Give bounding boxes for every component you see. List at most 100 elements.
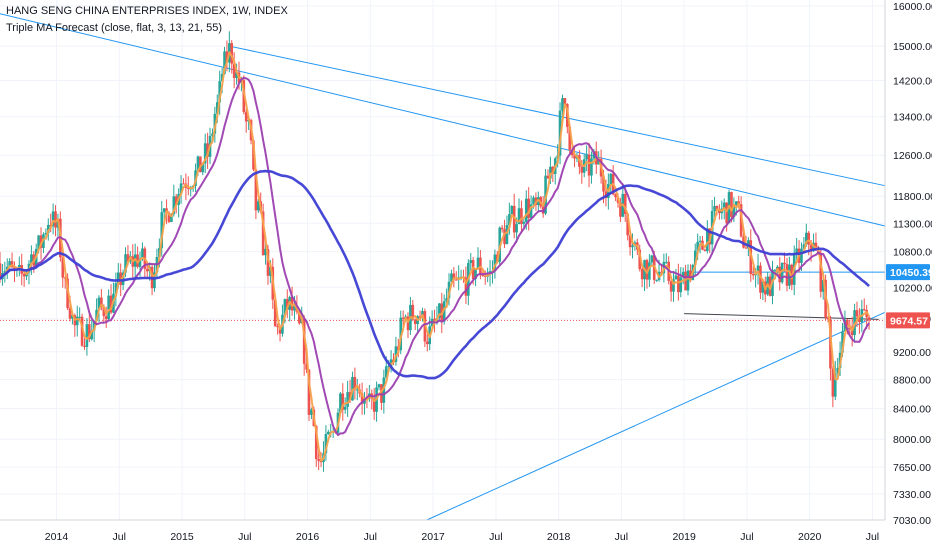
candle-body: [848, 328, 852, 330]
x-tick-label: Jul: [615, 531, 628, 543]
candle-body: [614, 194, 617, 198]
candle-body: [742, 236, 745, 248]
y-tick-label: 9200.00: [893, 347, 931, 359]
candle-body: [126, 254, 130, 262]
y-tick-label: 7030.00: [893, 515, 931, 527]
candle-body: [372, 398, 376, 412]
candle-body: [215, 102, 219, 114]
candle-body: [807, 232, 811, 245]
candle-body: [862, 309, 866, 311]
candle-body: [54, 211, 57, 228]
y-tick-label: 11300.00: [893, 218, 932, 230]
candle-body: [95, 309, 98, 321]
candle-body: [167, 212, 171, 222]
candle-body: [438, 303, 441, 319]
candle-body: [22, 273, 26, 277]
y-tick-label: 16000.00: [893, 1, 932, 13]
candle-body: [389, 359, 393, 366]
candle-body: [85, 324, 89, 347]
candle-body: [626, 213, 629, 236]
y-tick-label: 13400.00: [893, 112, 932, 124]
candle-body: [39, 235, 43, 248]
candle-body: [698, 240, 702, 242]
candle-body: [138, 258, 142, 267]
trendline-upper-resistance-2: [229, 45, 886, 187]
candle-body: [206, 143, 209, 157]
candle-body: [730, 192, 733, 217]
candle-body: [628, 235, 632, 248]
candle-body: [278, 327, 282, 334]
candle-body: [83, 345, 86, 347]
candle-body: [182, 183, 185, 185]
y-tick-label: 7330.00: [893, 489, 931, 501]
candle-body: [411, 304, 415, 320]
marked-level-badge-label: 10450.39: [890, 267, 932, 279]
candle-body: [788, 264, 791, 286]
candle-body: [285, 299, 289, 310]
candle-body: [107, 295, 110, 320]
y-tick-label: 8800.00: [893, 375, 931, 387]
candle-body: [218, 81, 221, 103]
candle-body: [401, 317, 405, 320]
y-tick-label: 15000.00: [893, 41, 932, 53]
candle-body: [160, 212, 164, 249]
y-tick-label: 10200.00: [893, 282, 932, 294]
candle-body: [645, 260, 649, 280]
moving-average-layer: [0, 51, 870, 462]
candle-body: [418, 316, 422, 318]
candle-body: [314, 425, 318, 460]
x-tick-label: Jul: [364, 531, 377, 543]
candle-body: [831, 368, 835, 397]
candle-body: [785, 264, 789, 286]
candle-body: [100, 297, 103, 307]
candle-body: [476, 257, 480, 269]
candle-body: [136, 254, 139, 267]
candle-body: [722, 202, 726, 209]
candle-body: [623, 193, 627, 214]
candle-body: [563, 98, 567, 104]
candle-body: [592, 151, 596, 159]
y-tick-label: 12600.00: [893, 150, 932, 162]
x-tick-label: 2017: [421, 531, 445, 543]
candle-body: [609, 173, 613, 185]
candle-body: [276, 326, 279, 328]
candle-body: [223, 51, 226, 74]
candle-body: [846, 319, 849, 329]
candle-body: [172, 196, 176, 215]
candle-body: [199, 156, 202, 173]
candle-body: [298, 311, 301, 324]
candle-body: [619, 202, 622, 217]
x-tick-label: Jul: [740, 531, 753, 543]
candle-body: [230, 43, 234, 64]
candle-body: [68, 308, 72, 319]
candle-body: [179, 183, 183, 195]
candle-body: [104, 316, 108, 320]
y-tick-label: 8400.00: [893, 404, 931, 416]
candle-body: [264, 248, 267, 256]
x-tick-label: 2016: [296, 531, 320, 543]
candle-body: [174, 196, 178, 205]
candle-body: [310, 409, 313, 415]
x-tick-label: 2018: [547, 531, 571, 543]
candle-body: [783, 262, 786, 265]
candle-body: [718, 210, 721, 214]
candle-body: [681, 271, 685, 278]
candle-body: [549, 166, 552, 179]
candle-body: [145, 268, 149, 272]
candle-body: [254, 169, 258, 211]
candle-body: [384, 366, 388, 378]
candle-body: [196, 156, 200, 171]
candle-body: [452, 273, 456, 280]
candle-body: [305, 363, 308, 370]
candle-body: [290, 296, 294, 311]
candle-body: [855, 310, 859, 317]
candle-body: [355, 389, 359, 391]
candle-body: [841, 331, 844, 353]
candle-body: [382, 377, 386, 403]
x-tick-label: Jul: [113, 531, 126, 543]
candle-body: [677, 275, 680, 293]
candle-body: [46, 224, 50, 233]
x-tick-label: Jul: [489, 531, 502, 543]
